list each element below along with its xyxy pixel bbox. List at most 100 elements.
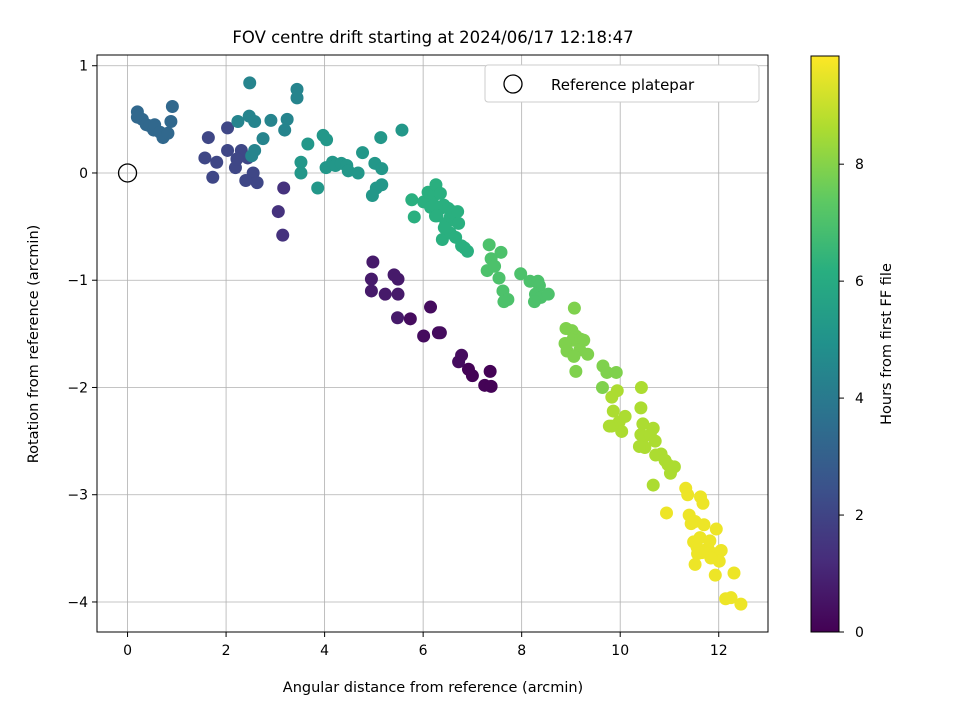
data-point [198, 151, 212, 165]
data-point [527, 295, 541, 309]
data-point [248, 143, 262, 157]
data-point [714, 543, 728, 557]
data-point [256, 132, 270, 146]
data-point [734, 597, 748, 611]
data-point [221, 143, 235, 157]
data-point [696, 496, 710, 510]
data-point [375, 162, 389, 176]
data-point [569, 364, 583, 378]
data-point [514, 267, 528, 281]
data-point [452, 355, 466, 369]
data-point [427, 198, 441, 212]
data-point [724, 591, 738, 605]
data-point [395, 123, 409, 137]
data-point [695, 546, 709, 560]
grid-lines [97, 55, 768, 632]
y-tick-label: −3 [67, 488, 88, 504]
data-point [278, 123, 292, 137]
data-point [460, 244, 474, 258]
data-point [709, 522, 723, 536]
data-point [374, 131, 388, 145]
data-point [417, 329, 431, 343]
data-points [130, 76, 748, 611]
colorbar-tick-label: 2 [855, 508, 864, 524]
data-point [697, 518, 711, 532]
x-axis-ticks: 0 2 4 6 8 10 12 [123, 632, 728, 659]
data-point [431, 326, 445, 340]
data-point [294, 166, 308, 180]
data-point [636, 417, 650, 431]
x-axis-label: Angular distance from reference (arcmin) [283, 680, 583, 696]
data-point [567, 349, 581, 363]
data-point [243, 76, 257, 90]
data-point [365, 188, 379, 202]
y-axis-label: Rotation from reference (arcmin) [26, 225, 42, 464]
data-point [437, 221, 451, 235]
data-point [165, 99, 179, 113]
data-point [727, 566, 741, 580]
data-point [290, 82, 304, 96]
data-point [294, 155, 308, 169]
colorbar-gradient [810, 55, 840, 633]
data-point [356, 146, 370, 160]
data-point [634, 401, 648, 415]
data-point [708, 568, 722, 582]
data-point [248, 114, 262, 128]
plot-frame [96, 54, 769, 633]
y-tick-label: −4 [67, 595, 88, 611]
data-point [277, 181, 291, 195]
data-point [595, 380, 609, 394]
data-point [618, 409, 632, 423]
data-point [403, 312, 417, 326]
data-point [271, 205, 285, 219]
data-point [164, 114, 178, 128]
legend-reference-marker [503, 74, 523, 94]
data-point [424, 300, 438, 314]
data-point [276, 228, 290, 242]
y-tick-label: 0 [79, 166, 88, 182]
colorbar-ticks: 0 2 4 6 8 [839, 157, 864, 641]
data-point [494, 245, 508, 259]
data-point [581, 347, 595, 361]
data-point [484, 379, 498, 393]
data-point [660, 506, 674, 520]
colorbar-tick-label: 0 [855, 625, 864, 641]
colorbar-tick-label: 8 [855, 157, 864, 173]
data-point [230, 152, 244, 166]
data-point [320, 133, 334, 147]
data-point [693, 531, 707, 545]
data-point [567, 301, 581, 315]
data-point [488, 259, 502, 273]
data-point [610, 384, 624, 398]
data-point [681, 488, 695, 502]
data-point [221, 121, 235, 135]
data-point [364, 284, 378, 298]
data-point [239, 173, 253, 187]
legend-entry-reference-platepar: Reference platepar [551, 76, 695, 94]
colorbar: 0 2 4 6 8 Hours from first FF file [810, 55, 895, 641]
data-point [364, 272, 378, 286]
data-point [311, 181, 325, 195]
data-point [602, 419, 616, 433]
data-point [451, 205, 465, 219]
data-point [648, 434, 662, 448]
y-tick-label: 1 [79, 59, 88, 75]
data-point [497, 295, 511, 309]
data-point [351, 166, 365, 180]
data-point [632, 439, 646, 453]
data-point [600, 365, 614, 379]
data-point [646, 421, 660, 435]
y-tick-label: −2 [67, 380, 88, 396]
x-tick-label: 0 [123, 643, 132, 659]
data-point [606, 404, 620, 418]
data-point [378, 287, 392, 301]
legend-box [484, 64, 760, 103]
x-tick-label: 4 [320, 643, 329, 659]
reference-platepar-marker [117, 163, 138, 183]
data-point [301, 137, 315, 151]
data-point [341, 164, 355, 178]
data-point [407, 210, 421, 224]
data-point [541, 287, 555, 301]
x-tick-label: 2 [222, 643, 231, 659]
